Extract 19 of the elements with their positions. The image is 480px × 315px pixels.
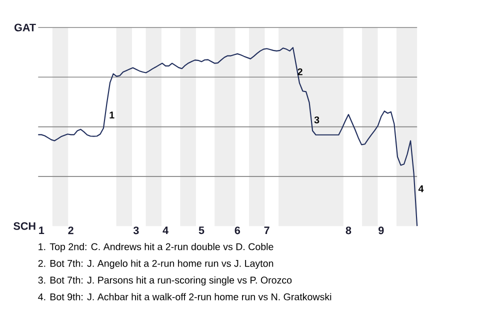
- x-tick-label: 8: [346, 226, 352, 234]
- x-tick-label: 4: [162, 226, 168, 234]
- x-tick-label: 5: [198, 226, 204, 234]
- text: SCH: [14, 222, 36, 230]
- annotation: 2: [298, 68, 302, 76]
- x-tick-label: 7: [264, 226, 270, 234]
- x-tick-label: 2: [68, 226, 74, 234]
- x-tick-label: 1: [39, 226, 44, 234]
- text: 2. Bot 7th: J. Angelo hit a 2-run home run vs J. Layton: [38, 260, 274, 270]
- annotation: 1: [110, 112, 114, 119]
- text: 1. Top 2nd: C. Andrews hit a 2-run double vs D. Coble: [38, 243, 274, 252]
- x-tick-label: 6: [234, 226, 240, 234]
- text: GAT: [14, 24, 36, 32]
- x-tick-label: 9: [378, 226, 384, 234]
- annotation: 3: [314, 116, 320, 124]
- text: 4: [418, 186, 424, 192]
- x-tick-label: 3: [133, 226, 139, 234]
- text: 3. Bot 7th: J. Parsons hit a run-scoring single vs P. Orozco: [38, 276, 292, 286]
- text: 4. Bot 9th: J. Achbar hit a walk-off 2-run home run vs N. Gratkowski: [38, 293, 332, 301]
